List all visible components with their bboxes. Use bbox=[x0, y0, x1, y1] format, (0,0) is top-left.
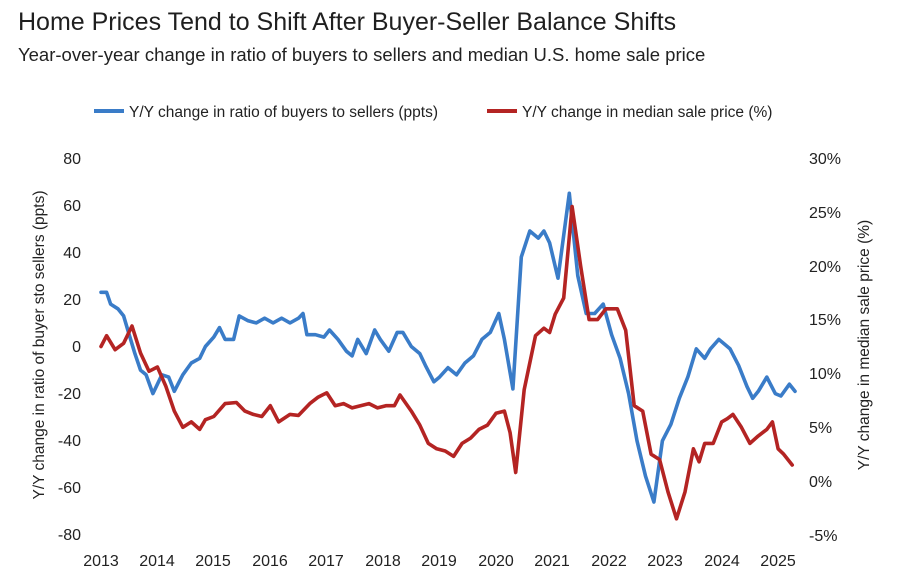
left-axis-title: Y/Y change in ratio of buyer sto sellers… bbox=[31, 190, 48, 499]
legend-label-blue: Y/Y change in ratio of buyers to sellers… bbox=[129, 104, 438, 121]
left-tick: -20 bbox=[58, 386, 81, 403]
right-tick: 20% bbox=[809, 259, 841, 276]
buyers-sellers-ratio-line bbox=[99, 191, 797, 504]
x-axis-ticks: 2013 2014 2015 2016 2017 2018 2019 2020 … bbox=[83, 553, 796, 570]
left-axis-ticks: 80 60 40 20 0 -20 -40 -60 -80 bbox=[58, 151, 81, 544]
x-tick: 2013 bbox=[83, 553, 119, 570]
x-tick: 2020 bbox=[478, 553, 514, 570]
x-tick: 2017 bbox=[308, 553, 344, 570]
x-tick: 2022 bbox=[591, 553, 627, 570]
legend-label-red: Y/Y change in median sale price (%) bbox=[522, 104, 772, 121]
right-tick: 5% bbox=[809, 420, 832, 437]
series-layer bbox=[99, 191, 797, 521]
right-tick: 15% bbox=[809, 312, 841, 329]
x-tick: 2019 bbox=[421, 553, 457, 570]
x-tick: 2025 bbox=[760, 553, 796, 570]
left-tick: 0 bbox=[72, 339, 81, 356]
left-tick: 80 bbox=[63, 151, 81, 168]
left-tick: 60 bbox=[63, 198, 81, 215]
median-sale-price-line bbox=[99, 204, 795, 521]
right-tick: 25% bbox=[809, 205, 841, 222]
left-tick: 40 bbox=[63, 245, 81, 262]
x-tick: 2023 bbox=[647, 553, 683, 570]
right-tick: 10% bbox=[809, 366, 841, 383]
legend: Y/Y change in ratio of buyers to sellers… bbox=[94, 104, 772, 121]
right-axis-ticks: 30% 25% 20% 15% 10% 5% 0% -5% bbox=[809, 151, 841, 545]
x-tick: 2016 bbox=[252, 553, 288, 570]
right-tick: 30% bbox=[809, 151, 841, 168]
x-tick: 2014 bbox=[139, 553, 175, 570]
left-tick: -40 bbox=[58, 433, 81, 450]
chart-subtitle: Year-over-year change in ratio of buyers… bbox=[18, 44, 706, 65]
right-axis-title: Y/Y change in median sale price (%) bbox=[856, 220, 873, 470]
right-tick: -5% bbox=[809, 528, 837, 545]
left-tick: -80 bbox=[58, 527, 81, 544]
chart-title: Home Prices Tend to Shift After Buyer-Se… bbox=[18, 8, 677, 36]
x-tick: 2015 bbox=[195, 553, 231, 570]
left-tick: -60 bbox=[58, 480, 81, 497]
left-tick: 20 bbox=[63, 292, 81, 309]
x-tick: 2024 bbox=[704, 553, 740, 570]
right-tick: 0% bbox=[809, 474, 832, 491]
x-tick: 2021 bbox=[534, 553, 570, 570]
x-tick: 2018 bbox=[365, 553, 401, 570]
